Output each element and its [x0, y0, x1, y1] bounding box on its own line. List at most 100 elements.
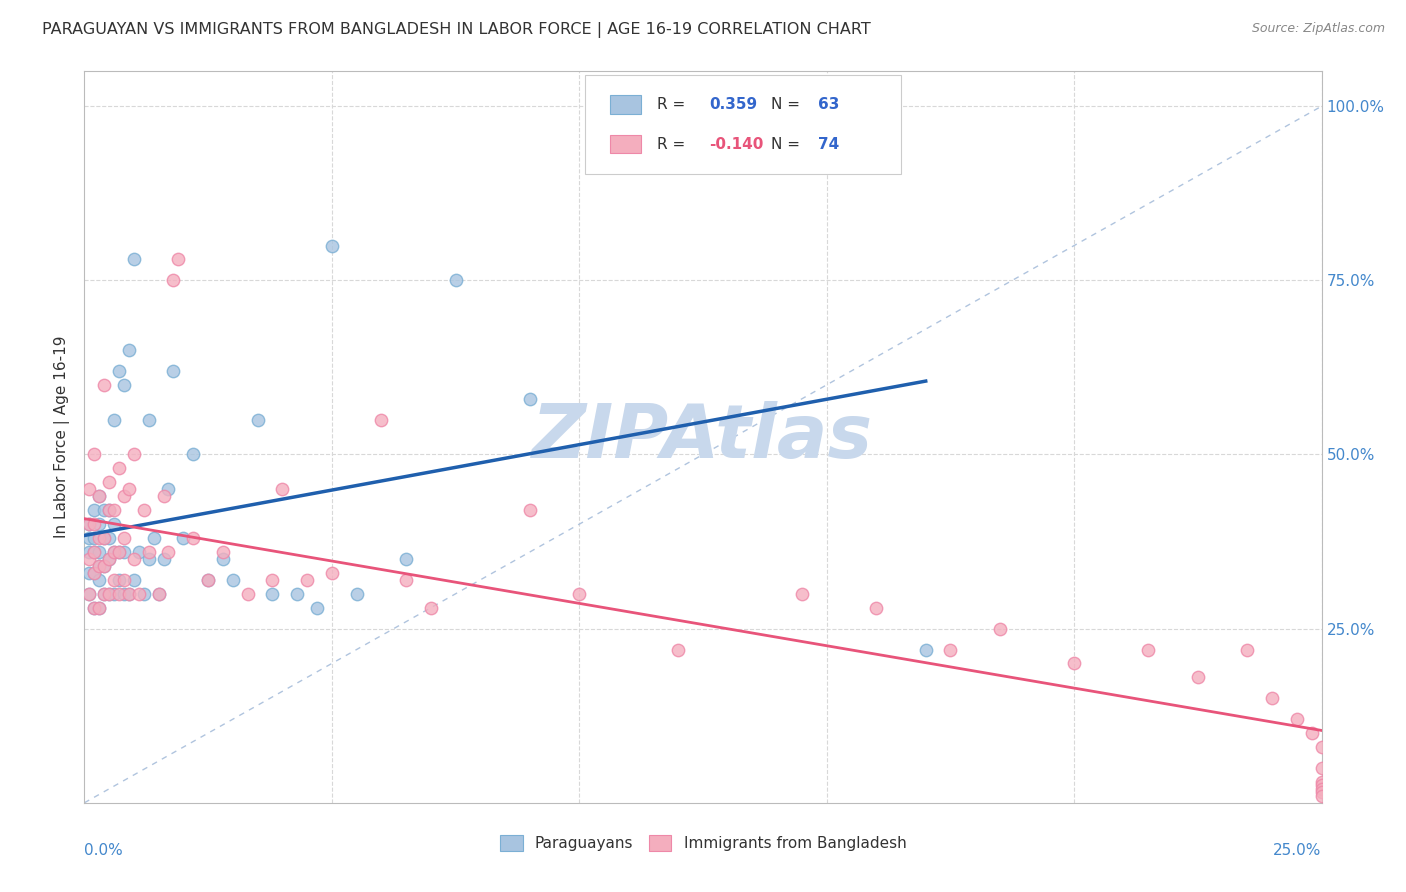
Point — [162, 364, 184, 378]
Point — [98, 503, 121, 517]
Point — [444, 273, 467, 287]
Text: 74: 74 — [818, 136, 839, 152]
Point — [83, 566, 105, 580]
Text: 0.359: 0.359 — [709, 97, 758, 112]
Point — [103, 545, 125, 559]
Point — [89, 600, 111, 615]
Point — [1301, 726, 1323, 740]
Point — [118, 483, 141, 497]
Point — [89, 573, 111, 587]
Point — [988, 622, 1011, 636]
Point — [666, 642, 689, 657]
Point — [79, 517, 101, 532]
Point — [865, 600, 887, 615]
Text: R =: R = — [657, 136, 690, 152]
Point — [93, 503, 115, 517]
Point — [271, 483, 294, 497]
Point — [167, 252, 190, 267]
Point — [370, 412, 392, 426]
Point — [914, 642, 936, 657]
Point — [103, 587, 125, 601]
Point — [419, 600, 441, 615]
Point — [157, 483, 180, 497]
Point — [1236, 642, 1258, 657]
Point — [89, 531, 111, 545]
Point — [172, 531, 194, 545]
Point — [83, 545, 105, 559]
Point — [83, 503, 105, 517]
Point — [128, 545, 150, 559]
Point — [112, 489, 135, 503]
Point — [128, 587, 150, 601]
Point — [108, 545, 131, 559]
FancyBboxPatch shape — [610, 135, 641, 153]
Y-axis label: In Labor Force | Age 16-19: In Labor Force | Age 16-19 — [55, 335, 70, 539]
Point — [1063, 657, 1085, 671]
Text: ZIPAtlas: ZIPAtlas — [533, 401, 873, 474]
Legend: Paraguayans, Immigrants from Bangladesh: Paraguayans, Immigrants from Bangladesh — [494, 830, 912, 857]
Point — [246, 412, 269, 426]
Point — [138, 412, 160, 426]
Text: N =: N = — [770, 97, 804, 112]
Point — [181, 448, 204, 462]
FancyBboxPatch shape — [610, 95, 641, 114]
Point — [519, 392, 541, 406]
Point — [321, 238, 343, 252]
Point — [83, 545, 105, 559]
Point — [103, 503, 125, 517]
Text: N =: N = — [770, 136, 804, 152]
Point — [152, 552, 174, 566]
Point — [83, 600, 105, 615]
Point — [79, 566, 101, 580]
Point — [83, 600, 105, 615]
Point — [519, 503, 541, 517]
FancyBboxPatch shape — [585, 75, 901, 174]
Point — [212, 545, 235, 559]
Point — [93, 558, 115, 573]
Point — [1137, 642, 1160, 657]
Point — [112, 545, 135, 559]
Point — [108, 364, 131, 378]
Point — [568, 587, 591, 601]
Point — [108, 587, 131, 601]
Point — [79, 587, 101, 601]
Text: R =: R = — [657, 97, 690, 112]
Point — [122, 552, 145, 566]
Point — [197, 573, 219, 587]
Point — [79, 552, 101, 566]
Point — [395, 552, 418, 566]
Point — [112, 573, 135, 587]
Point — [222, 573, 245, 587]
Point — [89, 558, 111, 573]
Point — [1310, 785, 1333, 799]
Point — [118, 343, 141, 357]
Text: 0.0%: 0.0% — [84, 843, 124, 858]
Point — [1310, 789, 1333, 803]
Point — [98, 587, 121, 601]
Point — [305, 600, 328, 615]
Point — [346, 587, 368, 601]
Point — [108, 573, 131, 587]
Point — [79, 587, 101, 601]
Point — [262, 573, 284, 587]
Point — [108, 461, 131, 475]
Point — [93, 531, 115, 545]
Point — [262, 587, 284, 601]
Text: 25.0%: 25.0% — [1274, 843, 1322, 858]
Point — [108, 545, 131, 559]
Point — [132, 503, 155, 517]
Text: -0.140: -0.140 — [709, 136, 763, 152]
Text: 63: 63 — [818, 97, 839, 112]
Point — [83, 566, 105, 580]
Point — [93, 587, 115, 601]
Point — [89, 489, 111, 503]
Point — [103, 517, 125, 532]
Point — [1310, 775, 1333, 789]
Point — [93, 587, 115, 601]
Point — [1187, 670, 1209, 684]
Point — [138, 552, 160, 566]
Point — [118, 587, 141, 601]
Point — [83, 448, 105, 462]
Point — [236, 587, 259, 601]
Text: PARAGUAYAN VS IMMIGRANTS FROM BANGLADESH IN LABOR FORCE | AGE 16-19 CORRELATION : PARAGUAYAN VS IMMIGRANTS FROM BANGLADESH… — [42, 22, 870, 38]
